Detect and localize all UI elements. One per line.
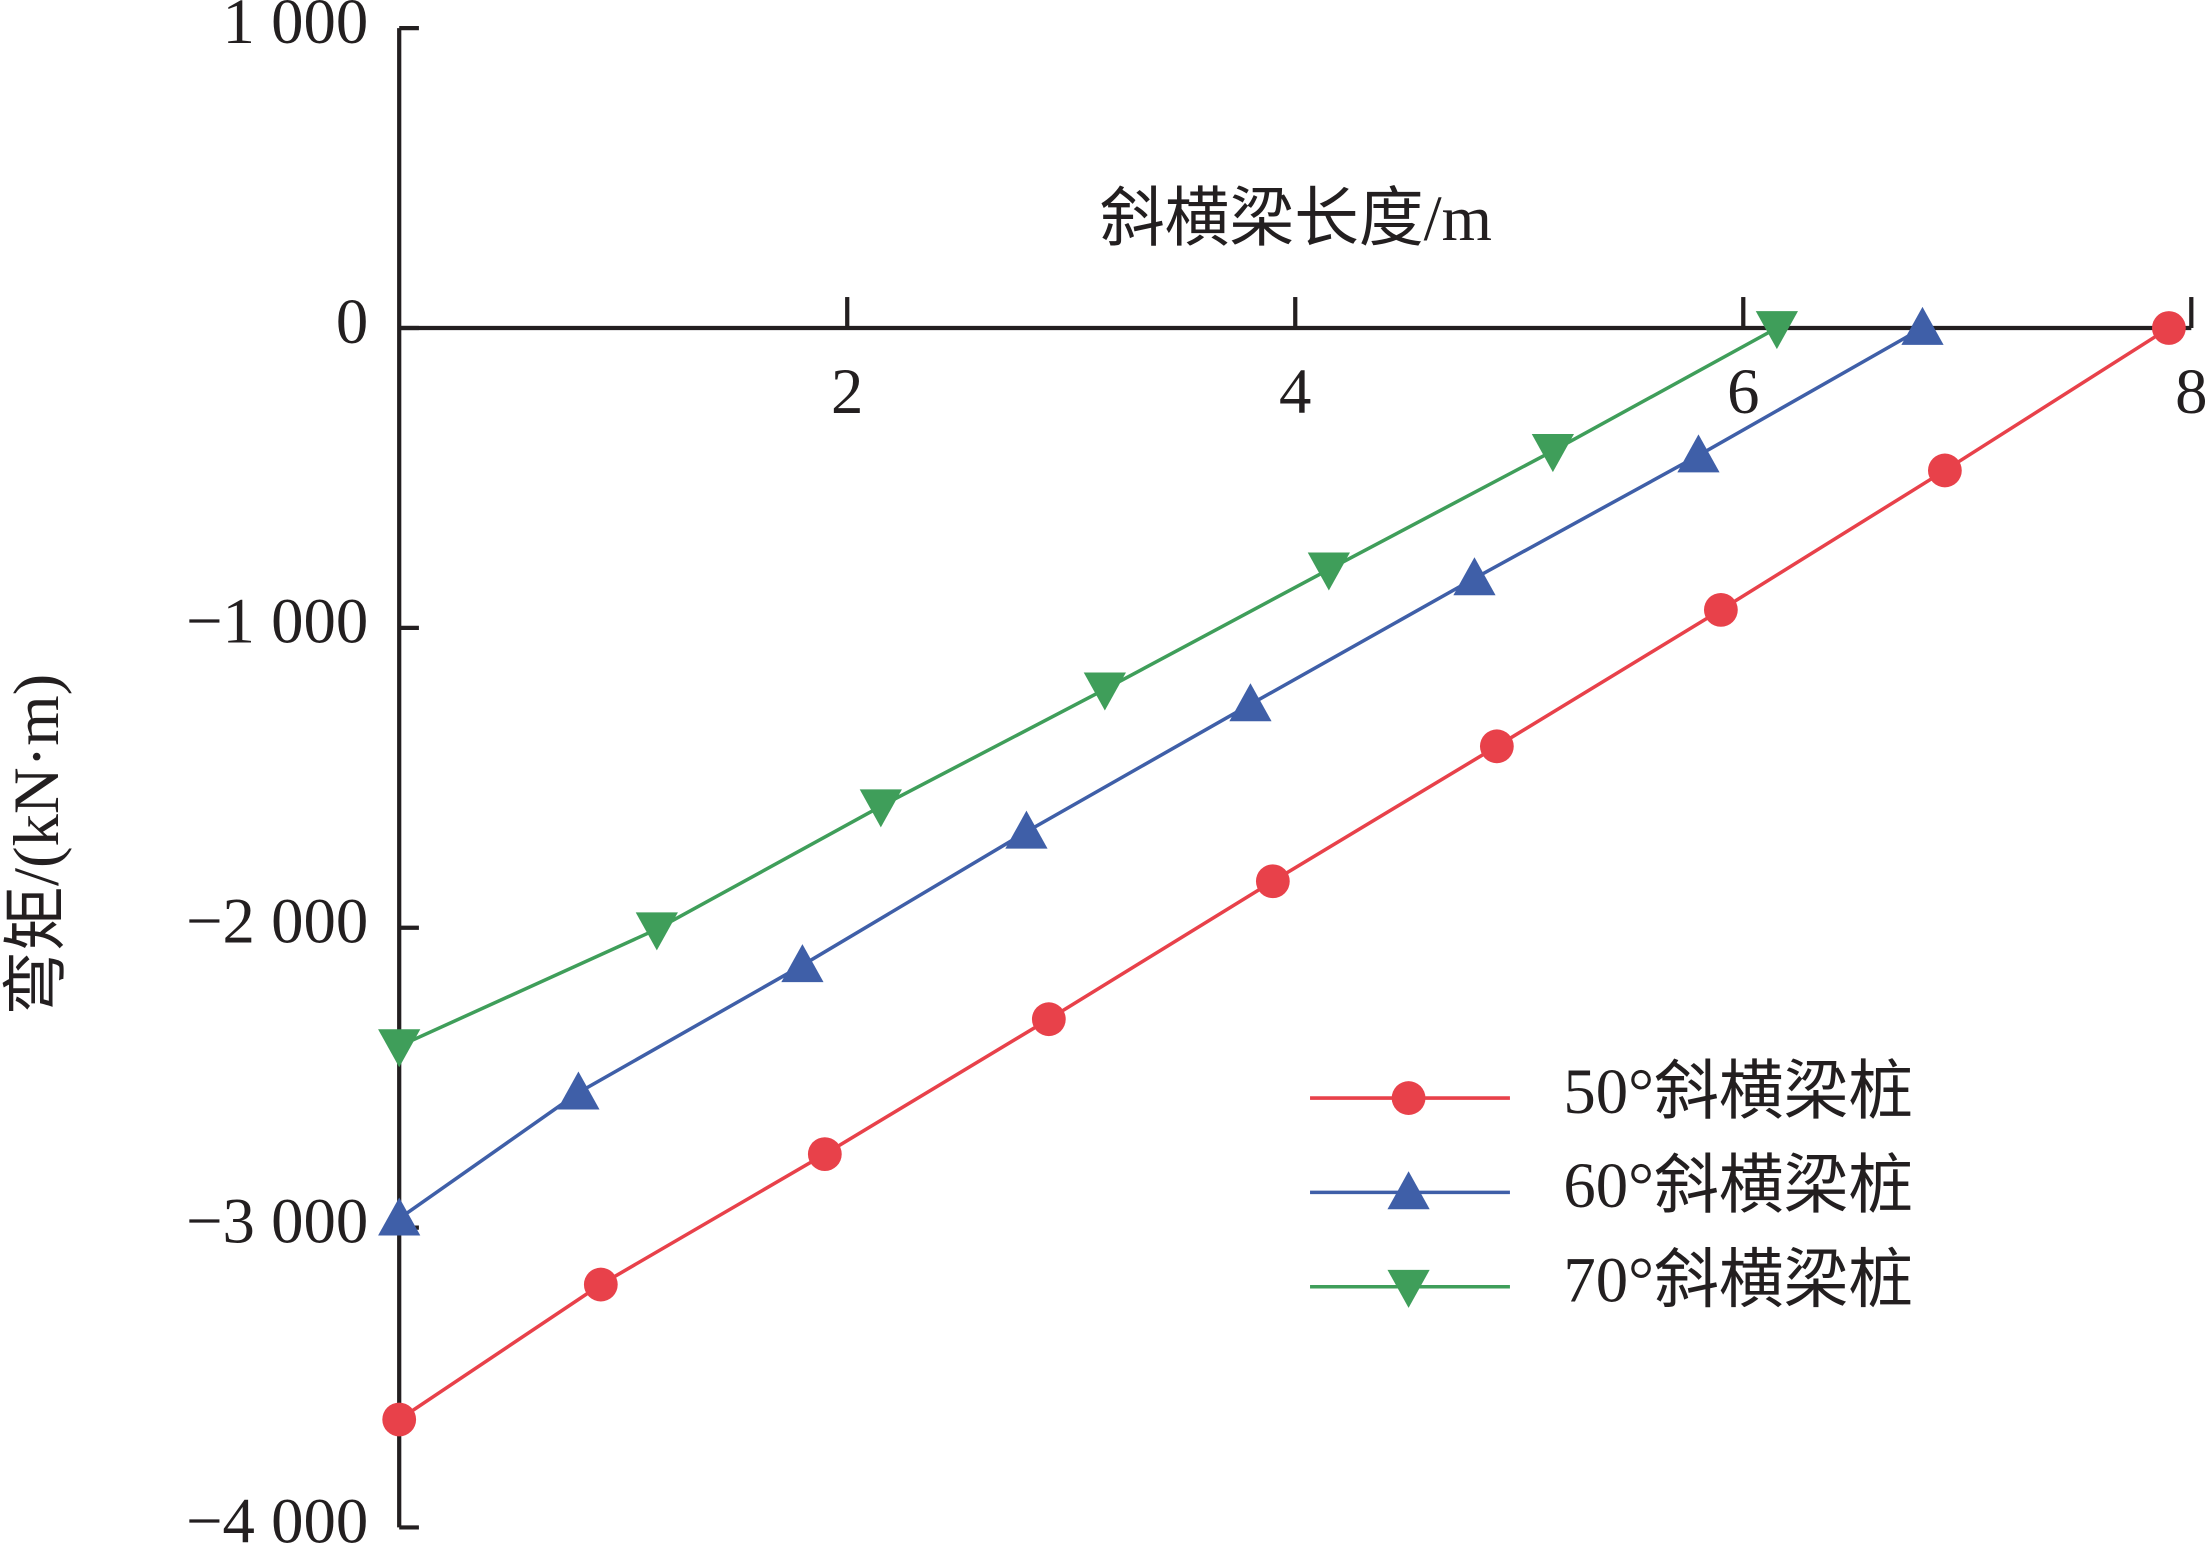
- x-tick-label: 8: [2175, 356, 2207, 428]
- marker: [1387, 1171, 1430, 1210]
- marker: [1531, 434, 1574, 473]
- y-tick-label: −4 000: [186, 1485, 368, 1557]
- marker: [1083, 672, 1126, 711]
- y-tick-label: −2 000: [186, 886, 368, 958]
- marker: [1229, 683, 1272, 722]
- marker: [1255, 864, 1290, 899]
- marker: [1387, 1269, 1430, 1308]
- marker: [1453, 557, 1496, 596]
- marker: [1755, 311, 1798, 350]
- marker: [1677, 434, 1720, 473]
- y-tick-label: −1 000: [186, 586, 368, 658]
- marker: [557, 1071, 600, 1110]
- marker: [1307, 552, 1350, 591]
- marker: [859, 789, 902, 828]
- y-tick-label: 1 000: [223, 0, 369, 58]
- marker: [378, 1197, 421, 1236]
- marker: [1927, 453, 1962, 488]
- marker: [583, 1267, 618, 1302]
- marker: [635, 912, 678, 951]
- y-tick-label: −3 000: [186, 1185, 368, 1257]
- marker: [807, 1137, 842, 1172]
- x-tick-label: 6: [1727, 356, 1759, 428]
- marker: [1901, 306, 1944, 345]
- marker: [382, 1402, 417, 1437]
- x-tick-label: 4: [1279, 356, 1311, 428]
- marker: [1005, 810, 1048, 849]
- x-axis-label: 斜横梁长度/m: [1100, 183, 1492, 255]
- legend-label: 50°斜横梁桩: [1563, 1056, 1913, 1128]
- legend-label: 60°斜横梁桩: [1563, 1150, 1913, 1222]
- legend-label: 70°斜横梁桩: [1563, 1245, 1913, 1317]
- marker: [1703, 592, 1738, 627]
- marker: [1391, 1081, 1426, 1115]
- series-line: [398, 326, 1924, 1221]
- marker: [2152, 311, 2186, 345]
- marker: [378, 1029, 421, 1068]
- marker: [1479, 729, 1514, 764]
- y-tick-label: 0: [336, 286, 368, 358]
- marker: [1031, 1002, 1066, 1037]
- marker: [781, 944, 824, 983]
- x-tick-label: 2: [831, 356, 863, 428]
- y-axis-label: 弯矩/(kN·m): [1, 674, 73, 1016]
